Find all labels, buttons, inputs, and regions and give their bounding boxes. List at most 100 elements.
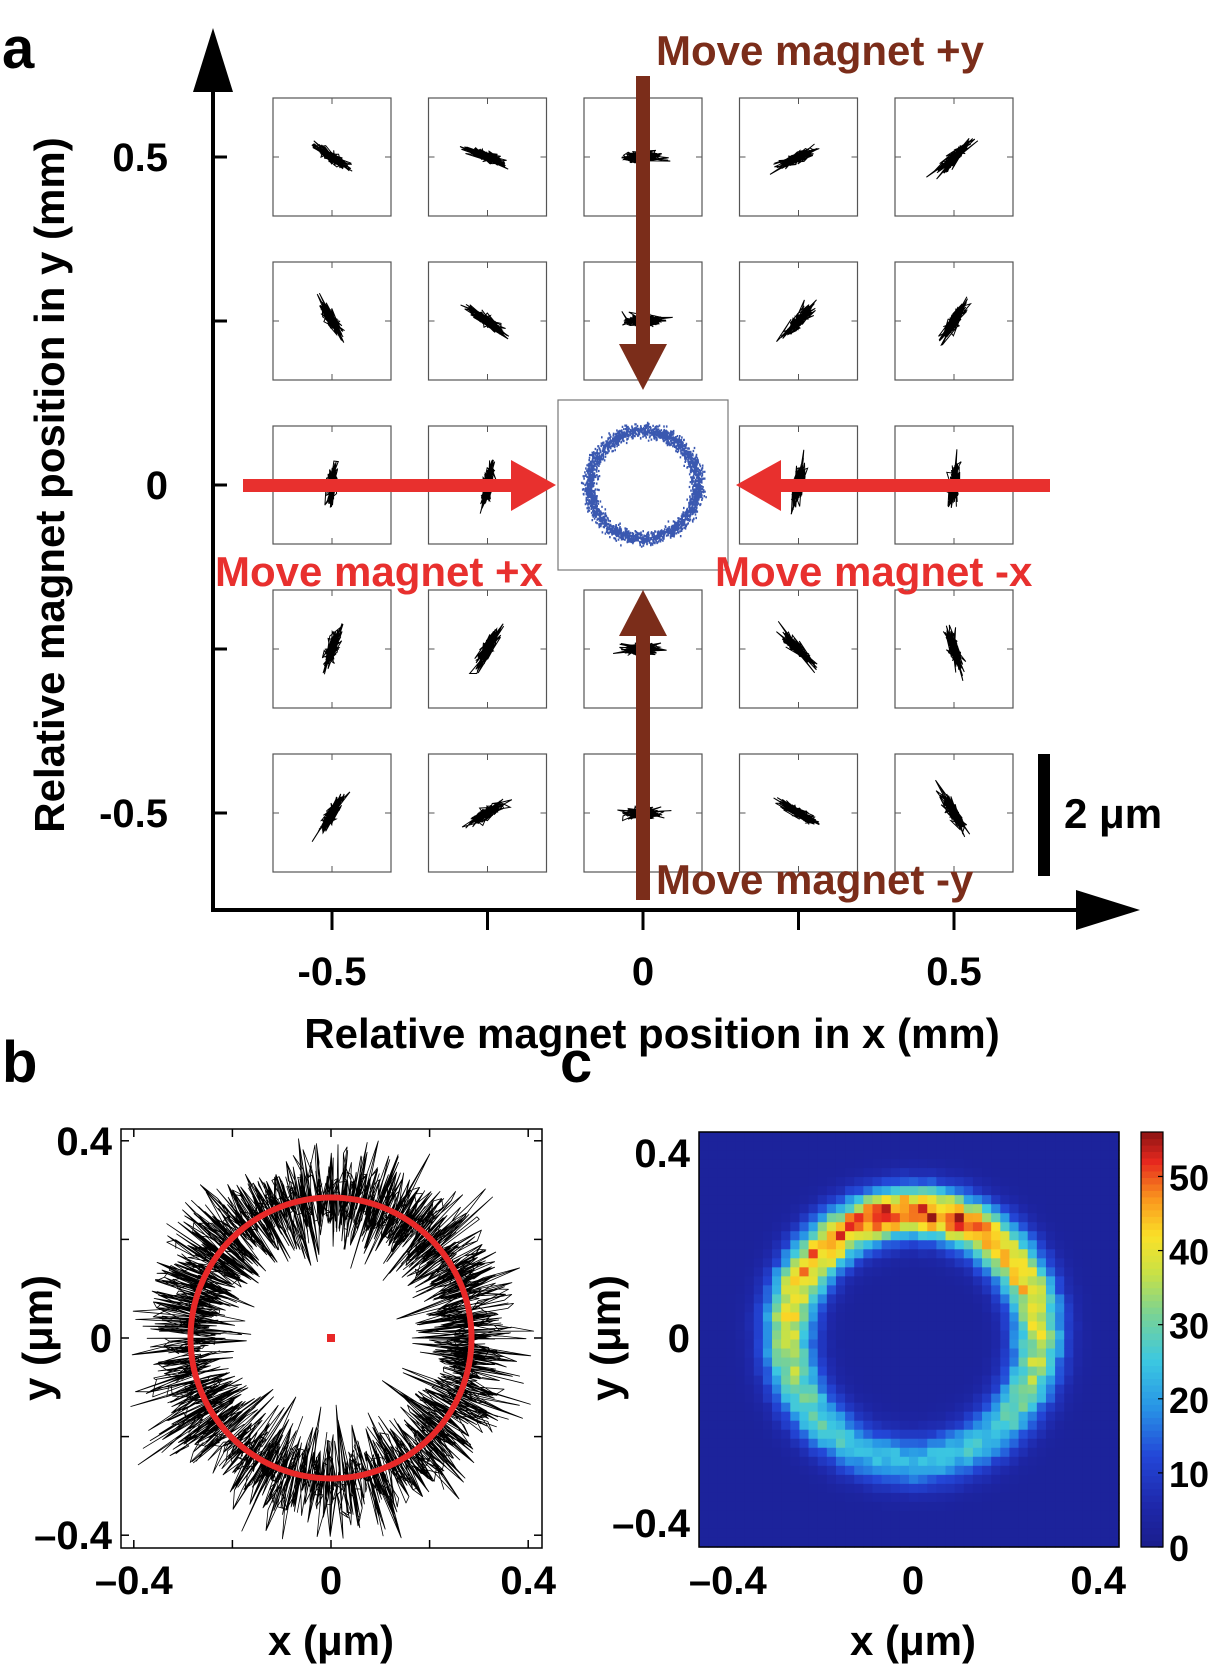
heatmap-cell xyxy=(708,1195,718,1205)
heatmap-cell xyxy=(1091,1537,1102,1548)
heatmap-cell xyxy=(1100,1159,1111,1169)
heatmap-cell xyxy=(835,1168,846,1178)
heatmap-cell xyxy=(1000,1204,1011,1214)
heatmap-cell xyxy=(1036,1456,1047,1467)
heatmap-cell xyxy=(1109,1420,1120,1431)
heatmap-cell xyxy=(1073,1312,1084,1323)
heatmap-cell xyxy=(1073,1321,1084,1332)
c-y-tick-label: –0.4 xyxy=(612,1502,691,1546)
heatmap-cell xyxy=(762,1384,773,1395)
heatmap-cell xyxy=(762,1303,773,1314)
heatmap-cell xyxy=(744,1249,755,1259)
heatmap-cell xyxy=(1082,1159,1093,1169)
heatmap-cell xyxy=(918,1240,928,1250)
heatmap-cell xyxy=(854,1312,864,1323)
heatmap-cell xyxy=(899,1294,910,1305)
heatmap-cell xyxy=(936,1321,947,1332)
heatmap-cell xyxy=(781,1258,791,1268)
heatmap-cell xyxy=(991,1348,1001,1359)
heatmap-cell xyxy=(1036,1240,1047,1250)
trajectory-inset xyxy=(427,97,548,217)
heatmap-cell xyxy=(972,1384,983,1395)
heatmap-cell xyxy=(1100,1276,1111,1286)
heatmap-cell xyxy=(872,1276,883,1286)
heatmap-cell xyxy=(835,1420,846,1431)
heatmap-cell xyxy=(972,1150,983,1160)
heatmap-cell xyxy=(799,1393,810,1404)
a-x-tick-label: 0.5 xyxy=(926,950,982,994)
colorbar-segment xyxy=(1141,1397,1163,1405)
heatmap-cell xyxy=(1073,1141,1084,1151)
heatmap-cell xyxy=(781,1393,791,1404)
heatmap-cell xyxy=(881,1312,892,1323)
heatmap-cell xyxy=(699,1384,709,1395)
heatmap-cell xyxy=(753,1267,764,1277)
heatmap-cell xyxy=(854,1141,864,1151)
heatmap-cell xyxy=(1027,1339,1038,1350)
heatmap-cell xyxy=(835,1294,846,1305)
heatmap-cell xyxy=(899,1258,910,1268)
heatmap-cell xyxy=(835,1267,846,1277)
c-y-axis-title: y (μm) xyxy=(582,1275,629,1401)
heatmap-cell xyxy=(1109,1258,1120,1268)
heatmap-cell xyxy=(826,1213,837,1223)
heatmap-cell xyxy=(872,1483,883,1494)
heatmap-cell xyxy=(854,1519,864,1530)
heatmap-cell xyxy=(753,1438,764,1449)
heatmap-cell xyxy=(1091,1321,1102,1332)
heatmap-cell xyxy=(790,1510,801,1521)
heatmap-cell xyxy=(909,1294,919,1305)
heatmap-cell xyxy=(890,1537,901,1548)
heatmap-cell xyxy=(1055,1483,1065,1494)
heatmap-cell xyxy=(790,1141,801,1151)
heatmap-cell xyxy=(735,1276,746,1286)
heatmap-cell xyxy=(1036,1447,1047,1458)
heatmap-cell xyxy=(1045,1285,1056,1295)
heatmap-cell xyxy=(799,1348,810,1359)
heatmap-cell xyxy=(872,1258,883,1268)
heatmap-cell xyxy=(817,1294,828,1305)
heatmap-cell xyxy=(835,1438,846,1449)
heatmap-cell xyxy=(1100,1312,1111,1323)
heatmap-cell xyxy=(1009,1447,1020,1458)
trajectory-inset xyxy=(894,589,1014,709)
heatmap-cell xyxy=(1009,1186,1020,1196)
heatmap-cell xyxy=(1009,1483,1020,1494)
heatmap-cell xyxy=(899,1240,910,1250)
heatmap-cell xyxy=(790,1339,801,1350)
heatmap-cell xyxy=(717,1447,727,1458)
heatmap-cell xyxy=(890,1267,901,1277)
heatmap-cell xyxy=(1073,1456,1084,1467)
heatmap-cell xyxy=(954,1312,965,1323)
heatmap-cell xyxy=(945,1285,956,1295)
heatmap-cell xyxy=(1073,1492,1084,1503)
heatmap-cell xyxy=(726,1159,737,1169)
heatmap-cell xyxy=(991,1411,1001,1422)
heatmap-cell xyxy=(726,1474,737,1485)
heatmap-cell xyxy=(708,1375,718,1386)
heatmap-cell xyxy=(1018,1195,1029,1205)
heatmap-cell xyxy=(717,1420,727,1431)
heatmap-cell xyxy=(972,1159,983,1169)
heatmap-cell xyxy=(1091,1294,1102,1305)
heatmap-cell xyxy=(1000,1150,1011,1160)
heatmap-cell xyxy=(1073,1249,1084,1259)
heatmap-cell xyxy=(735,1357,746,1368)
heatmap-cell xyxy=(735,1339,746,1350)
heatmap-cell xyxy=(826,1393,837,1404)
heatmap-cell xyxy=(945,1132,956,1142)
heatmap-cell xyxy=(762,1267,773,1277)
heatmap-cell xyxy=(1045,1528,1056,1539)
heatmap-cell xyxy=(972,1204,983,1214)
heatmap-cell xyxy=(1027,1492,1038,1503)
heatmap-cell xyxy=(1082,1483,1093,1494)
heatmap-cell xyxy=(1100,1393,1111,1404)
heatmap-cell xyxy=(753,1510,764,1521)
heatmap-cell xyxy=(927,1402,937,1413)
heatmap-cell xyxy=(963,1213,974,1223)
colorbar-segment xyxy=(1141,1196,1163,1204)
heatmap-cell xyxy=(799,1213,810,1223)
heatmap-cell xyxy=(982,1231,992,1241)
heatmap-cell xyxy=(726,1276,737,1286)
heatmap-cell xyxy=(1073,1375,1084,1386)
